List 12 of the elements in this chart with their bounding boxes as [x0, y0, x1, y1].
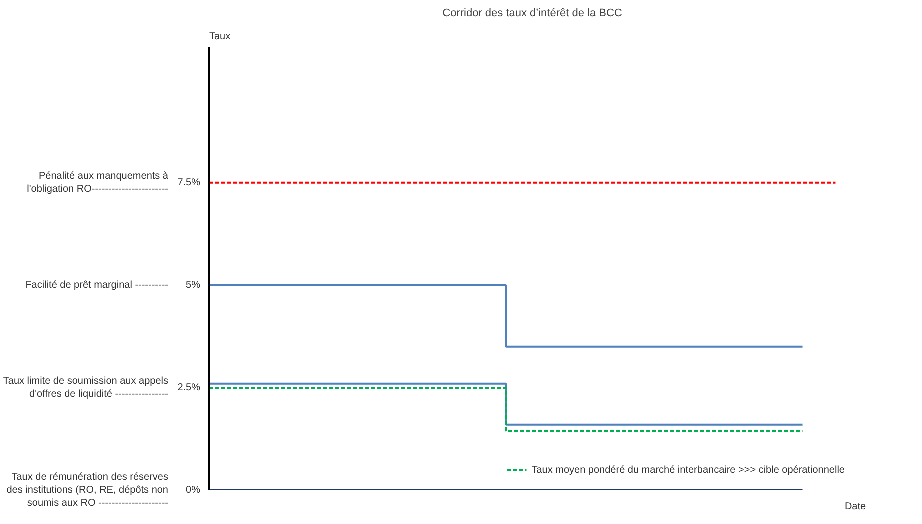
legend-label: Taux moyen pondéré du marché interbancaire >>> cible opérationnelle [532, 464, 845, 476]
y-axis-title: Taux [210, 32, 231, 42]
text: Pénalité aux manquements à l'obligation RO----------------------- [27, 170, 169, 195]
y-tick-label: 0% [186, 485, 201, 496]
y-tick-label: 7.5% [178, 177, 201, 188]
chart-title: Corridor des taux d’intérêt de la BCC [442, 8, 622, 20]
y-tick-label: 5% [186, 280, 201, 291]
text: Taux limite de soumission aux appels d'offres de liquidité ---------------- [3, 376, 169, 400]
text: Taux de rémunération des réserves des institutions (RO, RE, dépôts non soumis aux RO --------------------- [6, 472, 169, 510]
x-axis-title: Date [844, 502, 866, 512]
text: Facilité de prêt marginal ---------- [26, 280, 169, 291]
y-tick-label: 2.5% [178, 382, 201, 394]
